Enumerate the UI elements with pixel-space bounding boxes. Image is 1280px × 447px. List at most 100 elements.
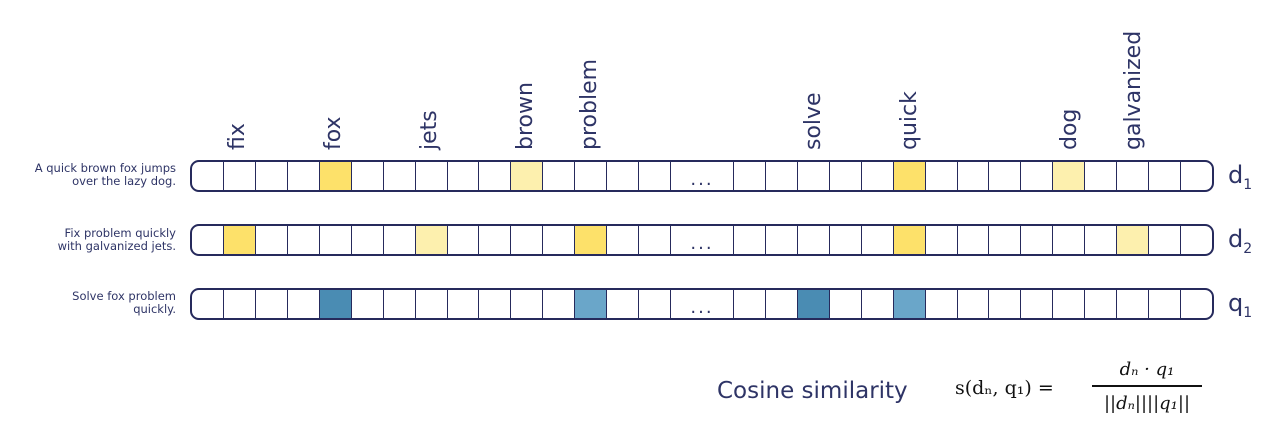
document-1-label: d1 (1228, 161, 1253, 193)
vector-cell (256, 226, 288, 254)
vector-cell (958, 162, 990, 190)
vector-cell (639, 290, 672, 318)
document-1-vector: ... (190, 160, 1214, 192)
vector-cell (256, 290, 288, 318)
query-1-text-line-1: Solve fox problem (72, 289, 176, 303)
vector-cell (766, 290, 798, 318)
vector-cell (511, 290, 544, 318)
vector-cell (1149, 226, 1182, 254)
ellipsis-text: ... (690, 233, 714, 254)
query-1-label: q1 (1228, 289, 1253, 321)
vector-cell (416, 290, 448, 318)
vector-cell (320, 226, 352, 254)
vector-cell (1053, 226, 1086, 254)
vector-cell (1149, 290, 1182, 318)
vector-cell (192, 162, 224, 190)
document-2-vector: ... (190, 224, 1214, 256)
vector-cell (543, 226, 576, 254)
vector-cell (862, 290, 894, 318)
vector-cell (479, 226, 512, 254)
ellipsis-cell: ... (671, 162, 734, 190)
vector-cell (384, 162, 416, 190)
vector-cell (384, 290, 416, 318)
vector-cell (192, 226, 224, 254)
document-1-text: A quick brown fox jumps over the lazy do… (0, 162, 176, 188)
highlighted-cell (319, 290, 352, 318)
document-2-label: d2 (1228, 225, 1253, 257)
vector-cell (511, 226, 544, 254)
vector-cell (1085, 162, 1118, 190)
vector-cell (1053, 290, 1086, 318)
vector-cell (798, 226, 830, 254)
highlighted-cell (223, 226, 256, 254)
vector-cell (256, 162, 288, 190)
vector-cell (734, 290, 766, 318)
ellipsis-text: ... (690, 169, 714, 190)
vector-cell (543, 290, 576, 318)
vector-cell (830, 290, 862, 318)
vector-cell (288, 162, 320, 190)
document-1-text-line-1: A quick brown fox jumps (34, 161, 176, 175)
vector-cell (543, 162, 576, 190)
formula-denominator: ||dₙ||||q₁|| (1103, 392, 1191, 414)
vector-cell (989, 226, 1022, 254)
vector-cell (766, 162, 798, 190)
vector-cell (989, 290, 1022, 318)
vector-cell (862, 162, 894, 190)
highlighted-cell (893, 226, 926, 254)
vector-cell (448, 226, 480, 254)
vector-cell (926, 162, 958, 190)
vector-cell (607, 226, 640, 254)
highlighted-cell (575, 226, 608, 254)
vector-cell (766, 226, 798, 254)
vector-cell (639, 162, 672, 190)
highlighted-cell (1053, 162, 1086, 190)
vector-cell (1085, 226, 1118, 254)
vector-cell (1021, 290, 1054, 318)
vector-cell (352, 226, 384, 254)
highlighted-cell (415, 226, 448, 254)
document-2-text-line-2: with galvanized jets. (57, 239, 176, 253)
vector-cell (607, 162, 640, 190)
vector-cell (448, 290, 480, 318)
query-1-vector: ... (190, 288, 1214, 320)
vector-cell (479, 290, 512, 318)
highlighted-cell (893, 290, 926, 318)
vector-cell (1181, 290, 1212, 318)
vector-cell (958, 290, 990, 318)
vector-cell (224, 290, 256, 318)
vector-cell (830, 226, 862, 254)
formula-fraction: dₙ · q₁ ||dₙ||||q₁|| (1092, 357, 1202, 417)
vector-cell (479, 162, 512, 190)
vector-cell (224, 162, 256, 190)
fraction-bar (1092, 385, 1202, 387)
vector-cell (989, 162, 1022, 190)
highlighted-cell (575, 290, 608, 318)
vector-cell (1181, 162, 1212, 190)
vector-cell (1117, 162, 1150, 190)
vector-cell (798, 162, 830, 190)
vector-cell (416, 162, 448, 190)
vector-cell (1085, 290, 1118, 318)
ellipsis-cell: ... (671, 226, 734, 254)
query-1-text: Solve fox problem quickly. (0, 290, 176, 316)
vector-cell (830, 162, 862, 190)
vector-cell (862, 226, 894, 254)
highlighted-cell (319, 162, 352, 190)
highlighted-cell (797, 290, 830, 318)
vector-cell (926, 290, 958, 318)
vector-cell (926, 226, 958, 254)
vector-cell (352, 290, 384, 318)
document-2-text-line-1: Fix problem quickly (64, 226, 176, 240)
ellipsis-text: ... (690, 297, 714, 318)
query-1-text-line-2: quickly. (133, 302, 176, 316)
vector-cell (607, 290, 640, 318)
document-2-text: Fix problem quickly with galvanized jets… (0, 227, 176, 253)
vector-cell (384, 226, 416, 254)
vector-cell (1181, 226, 1212, 254)
vector-cell (192, 290, 224, 318)
vector-cell (734, 162, 766, 190)
ellipsis-cell: ... (671, 290, 734, 318)
vector-cell (352, 162, 384, 190)
formula-numerator: dₙ · q₁ (1119, 359, 1175, 380)
